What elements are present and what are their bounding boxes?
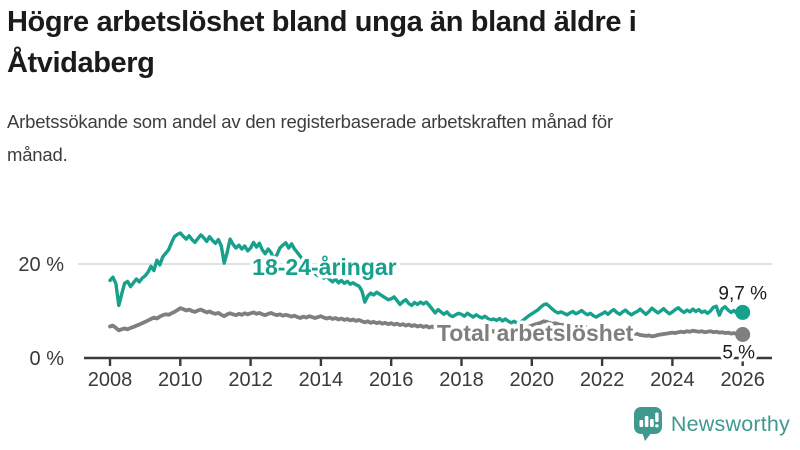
x-tick-label-2022: 2022	[580, 369, 625, 391]
end-dot-young	[735, 304, 751, 320]
x-tick-label-2014: 2014	[299, 369, 344, 391]
newsworthy-logo[interactable]: Newsworthy	[633, 406, 790, 442]
y-tick-label-0: 0 %	[30, 348, 65, 370]
x-tick-label-2026: 2026	[720, 369, 765, 391]
x-tick-label-2012: 2012	[228, 369, 273, 391]
line-chart: 0 % 20 % 2008 2010 2012 2014 2016 2018 2020 2022 2…	[0, 200, 800, 400]
series-label-total: Total arbetslöshet	[437, 320, 634, 346]
end-value-label-total: 5 %	[722, 343, 755, 364]
series-line-young	[108, 231, 745, 325]
x-tick-label-2024: 2024	[650, 369, 695, 391]
x-tick-label-2010: 2010	[158, 369, 203, 391]
end-value-label-young: 9,7 %	[718, 283, 767, 304]
chart-subtitle: Arbetssökande som andel av den registerb…	[7, 111, 613, 166]
series-line-total	[108, 306, 745, 339]
page-title: Högre arbetslöshet bland unga än bland ä…	[7, 6, 637, 80]
chart-header: Högre arbetslöshet bland unga än bland ä…	[7, 2, 793, 172]
newsworthy-chart-bubble-icon	[633, 407, 662, 441]
x-tick-label-2018: 2018	[439, 369, 484, 391]
x-tick-label-2016: 2016	[369, 369, 414, 391]
end-dot-total	[735, 327, 751, 342]
chart-canvas: 0 % 20 % 2008 2010 2012 2014 2016 2018 2020 2022 2…	[18, 231, 772, 391]
series-label-young: 18-24-åringar	[252, 254, 397, 280]
newsworthy-wordmark: Newsworthy	[670, 411, 790, 436]
x-tick-label-2008: 2008	[88, 369, 133, 391]
y-tick-label-20: 20 %	[18, 254, 64, 276]
x-tick-label-2020: 2020	[510, 369, 555, 391]
